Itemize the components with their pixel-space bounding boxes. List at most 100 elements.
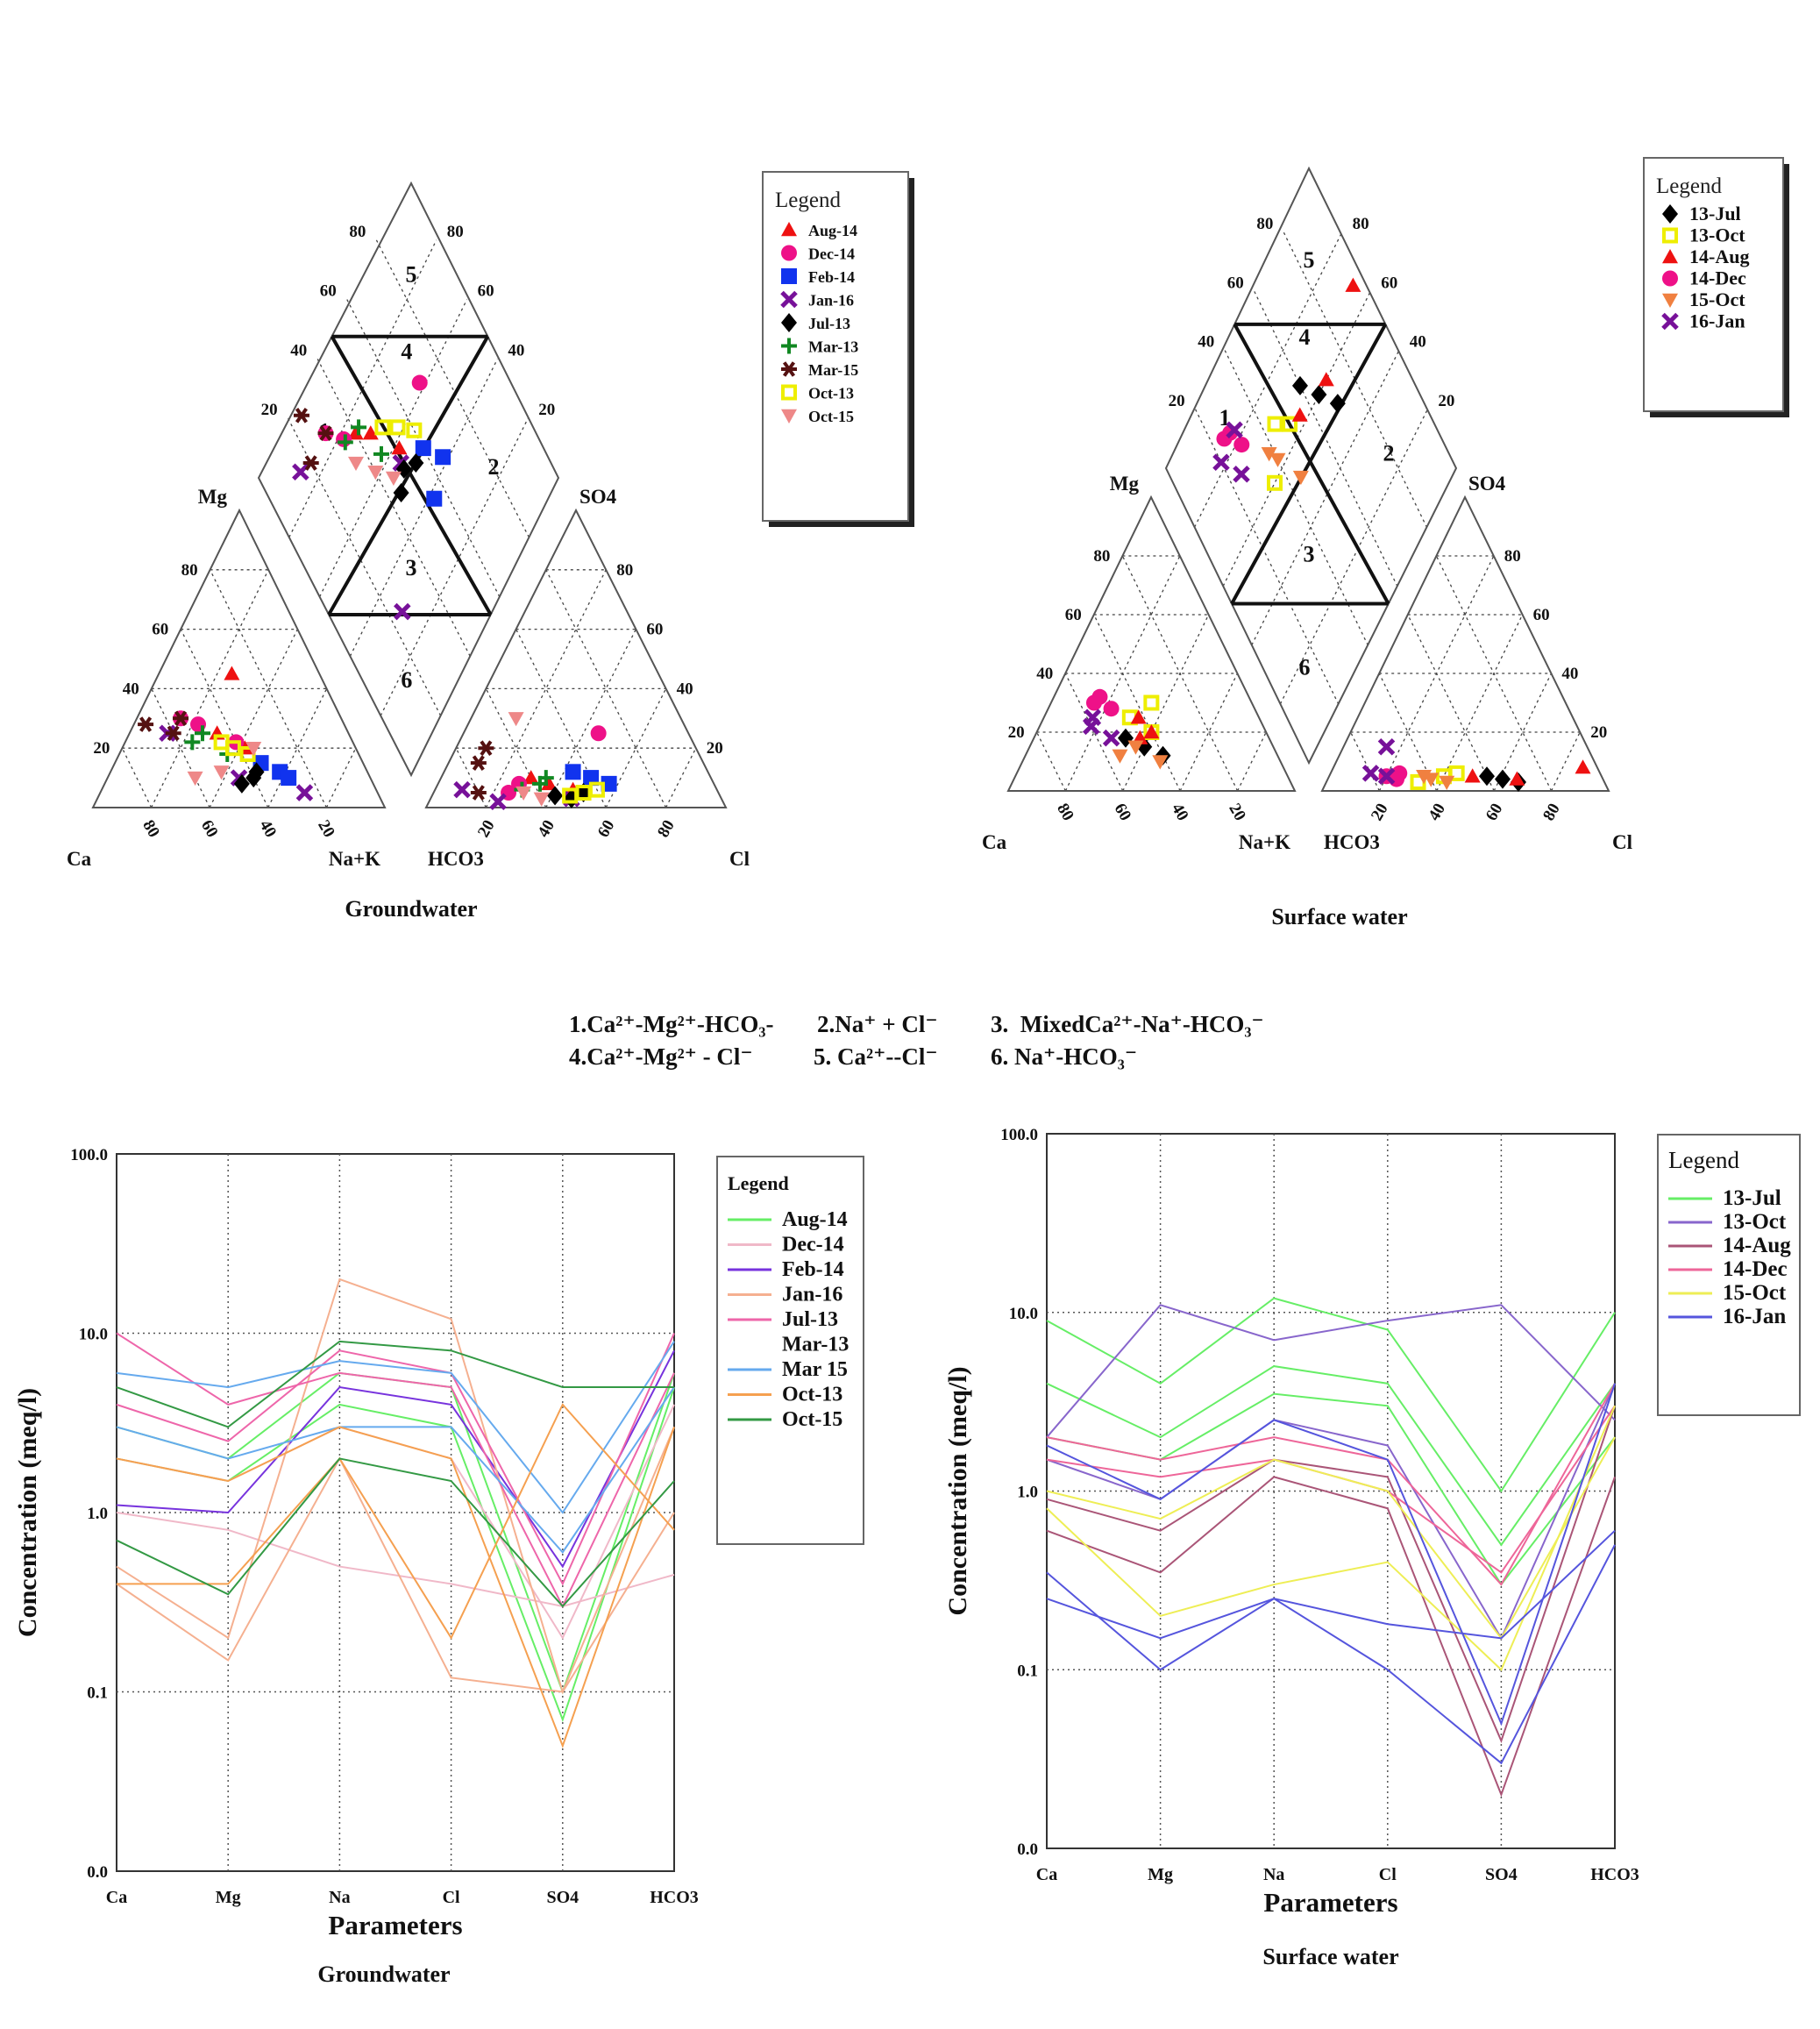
- tick-label-so4: 60: [1533, 606, 1550, 624]
- tick-label-mg: 20: [1008, 723, 1025, 742]
- legend-title: Legend: [1656, 174, 1722, 198]
- legend-label: 13-Jul: [1723, 1186, 1781, 1210]
- tick-label-diamond-left: 20: [261, 401, 278, 419]
- data-point-cation: [165, 725, 181, 742]
- series-15-oct: [1112, 447, 1455, 790]
- grid-line: [485, 569, 607, 808]
- grid-line: [1407, 614, 1495, 792]
- data-point-cation: [1091, 688, 1108, 705]
- tick-label-ca: 80: [139, 817, 163, 841]
- x-tick-label: Cl: [1379, 1865, 1397, 1884]
- legend-title: Legend: [775, 189, 841, 212]
- data-point-cation: [138, 716, 154, 732]
- grid-line: [1237, 731, 1267, 792]
- line-16-jan: [1046, 1544, 1616, 1765]
- legend-label: Mar-13: [808, 338, 858, 356]
- legend-box: [1657, 1134, 1801, 1416]
- data-point-diamond: [1318, 372, 1334, 387]
- data-point-anion: [508, 712, 524, 727]
- legend-label: 13-Oct: [1689, 224, 1745, 246]
- piper-diagram-surface-water: 20 20 20 20 20 20 40 40 40 40 40 40 60 60 60 60 60 60 80 80…: [982, 157, 1789, 853]
- axis-label-so4: SO4: [579, 486, 617, 508]
- data-point-cation: [173, 710, 189, 727]
- data-point-diamond: [1261, 447, 1277, 462]
- y-tick-label: 100.0: [1000, 1126, 1038, 1144]
- data-point-diamond: [415, 440, 431, 457]
- grid-line: [380, 417, 529, 716]
- data-point-diamond: [362, 425, 379, 440]
- data-point-cation: [281, 770, 297, 787]
- data-point-diamond: [1292, 470, 1309, 486]
- legend-label: Oct-13: [782, 1384, 842, 1406]
- y-tick-label: 100.0: [70, 1146, 108, 1164]
- diamond-field: [1164, 166, 1458, 765]
- data-point-anion: [565, 764, 581, 780]
- legend-label: 14-Aug: [1723, 1234, 1791, 1257]
- facies-number-4: 4: [1299, 324, 1311, 350]
- grid-line: [605, 688, 667, 808]
- facies-number-2: 2: [1383, 440, 1395, 466]
- line-14-aug: [1046, 1476, 1616, 1798]
- line-jan-16: [116, 1278, 675, 1695]
- tick-label-diamond-right: 20: [538, 401, 555, 419]
- data-point-anion: [1494, 769, 1511, 789]
- axis-label-ca: Ca: [67, 848, 92, 870]
- tick-label-diamond-left: 40: [290, 341, 307, 360]
- line-13-oct: [1046, 1383, 1616, 1641]
- tick-label-ca: 20: [314, 817, 338, 841]
- tick-label-so4: 40: [1561, 665, 1578, 683]
- data-point-diamond: [1282, 416, 1298, 432]
- legend-marker-14-dec: [1662, 270, 1678, 287]
- piper-caption-surface-water: Surface water: [1271, 904, 1407, 929]
- tick-label-cl: 20: [1368, 801, 1392, 824]
- legend-marker-13-jul: [1662, 204, 1678, 224]
- data-point-anion: [601, 775, 617, 792]
- series-jul-13: [233, 453, 592, 808]
- line-13-jul: [1046, 1365, 1616, 1547]
- tick-label-diamond-right: 40: [508, 341, 524, 360]
- tick-label-so4: 20: [1590, 723, 1607, 742]
- tick-label-ca: 80: [1053, 801, 1077, 824]
- tick-label-cl: 40: [1425, 801, 1449, 824]
- data-point-diamond: [373, 445, 389, 462]
- data-point-anion: [533, 792, 550, 807]
- data-point-anion: [590, 725, 607, 742]
- axis-label-mg: Mg: [1110, 473, 1140, 495]
- legend-label: Jan-16: [808, 292, 854, 310]
- legend-label: Oct-15: [782, 1408, 842, 1431]
- tick-label-ca: 20: [1225, 801, 1249, 824]
- schoeller-diagram-groundwater: Ca Mg Na Cl SO4 HCO3 0.0 0.1 1.0 10.0 100.0 Paramet…: [13, 1146, 864, 1940]
- data-point-diamond: [1267, 474, 1283, 491]
- data-point-diamond: [393, 482, 409, 502]
- legend-label: Oct-13: [808, 385, 854, 402]
- data-point-cation: [1152, 755, 1169, 770]
- tick-label-mg: 80: [181, 561, 198, 580]
- legend-label: Aug-14: [808, 222, 857, 239]
- data-point-anion: [1361, 765, 1380, 782]
- facies-boundary: [327, 335, 490, 616]
- data-point-anion: [541, 775, 558, 791]
- legend-label: 15-Oct: [1723, 1281, 1787, 1305]
- y-axis-label: Concentration (meq/l): [943, 1366, 972, 1615]
- line-feb-14: [116, 1349, 675, 1569]
- y-tick-label: 10.0: [1009, 1305, 1038, 1323]
- data-point-diamond: [1267, 416, 1283, 432]
- tick-label-diamond-right: 80: [1353, 215, 1369, 233]
- data-point-anion: [478, 740, 494, 757]
- data-point-diamond: [394, 602, 411, 621]
- y-tick-label: 1.0: [1017, 1484, 1038, 1502]
- grid-line: [151, 569, 269, 808]
- series-lines: [116, 1278, 675, 1748]
- data-point-diamond: [374, 419, 391, 436]
- legend-marker-15-oct: [1662, 293, 1678, 308]
- facies-number-5: 5: [1304, 247, 1315, 273]
- axis-label-nak: Na+K: [1239, 831, 1290, 853]
- grid-line: [349, 359, 498, 657]
- line-oct-13: [116, 1426, 675, 1748]
- legend-box: [716, 1156, 864, 1545]
- data-point-diamond: [292, 463, 309, 481]
- legend-label: Dec-14: [808, 246, 855, 263]
- legend-marker-oct-13: [781, 384, 797, 401]
- legend-label: Aug-14: [782, 1208, 848, 1231]
